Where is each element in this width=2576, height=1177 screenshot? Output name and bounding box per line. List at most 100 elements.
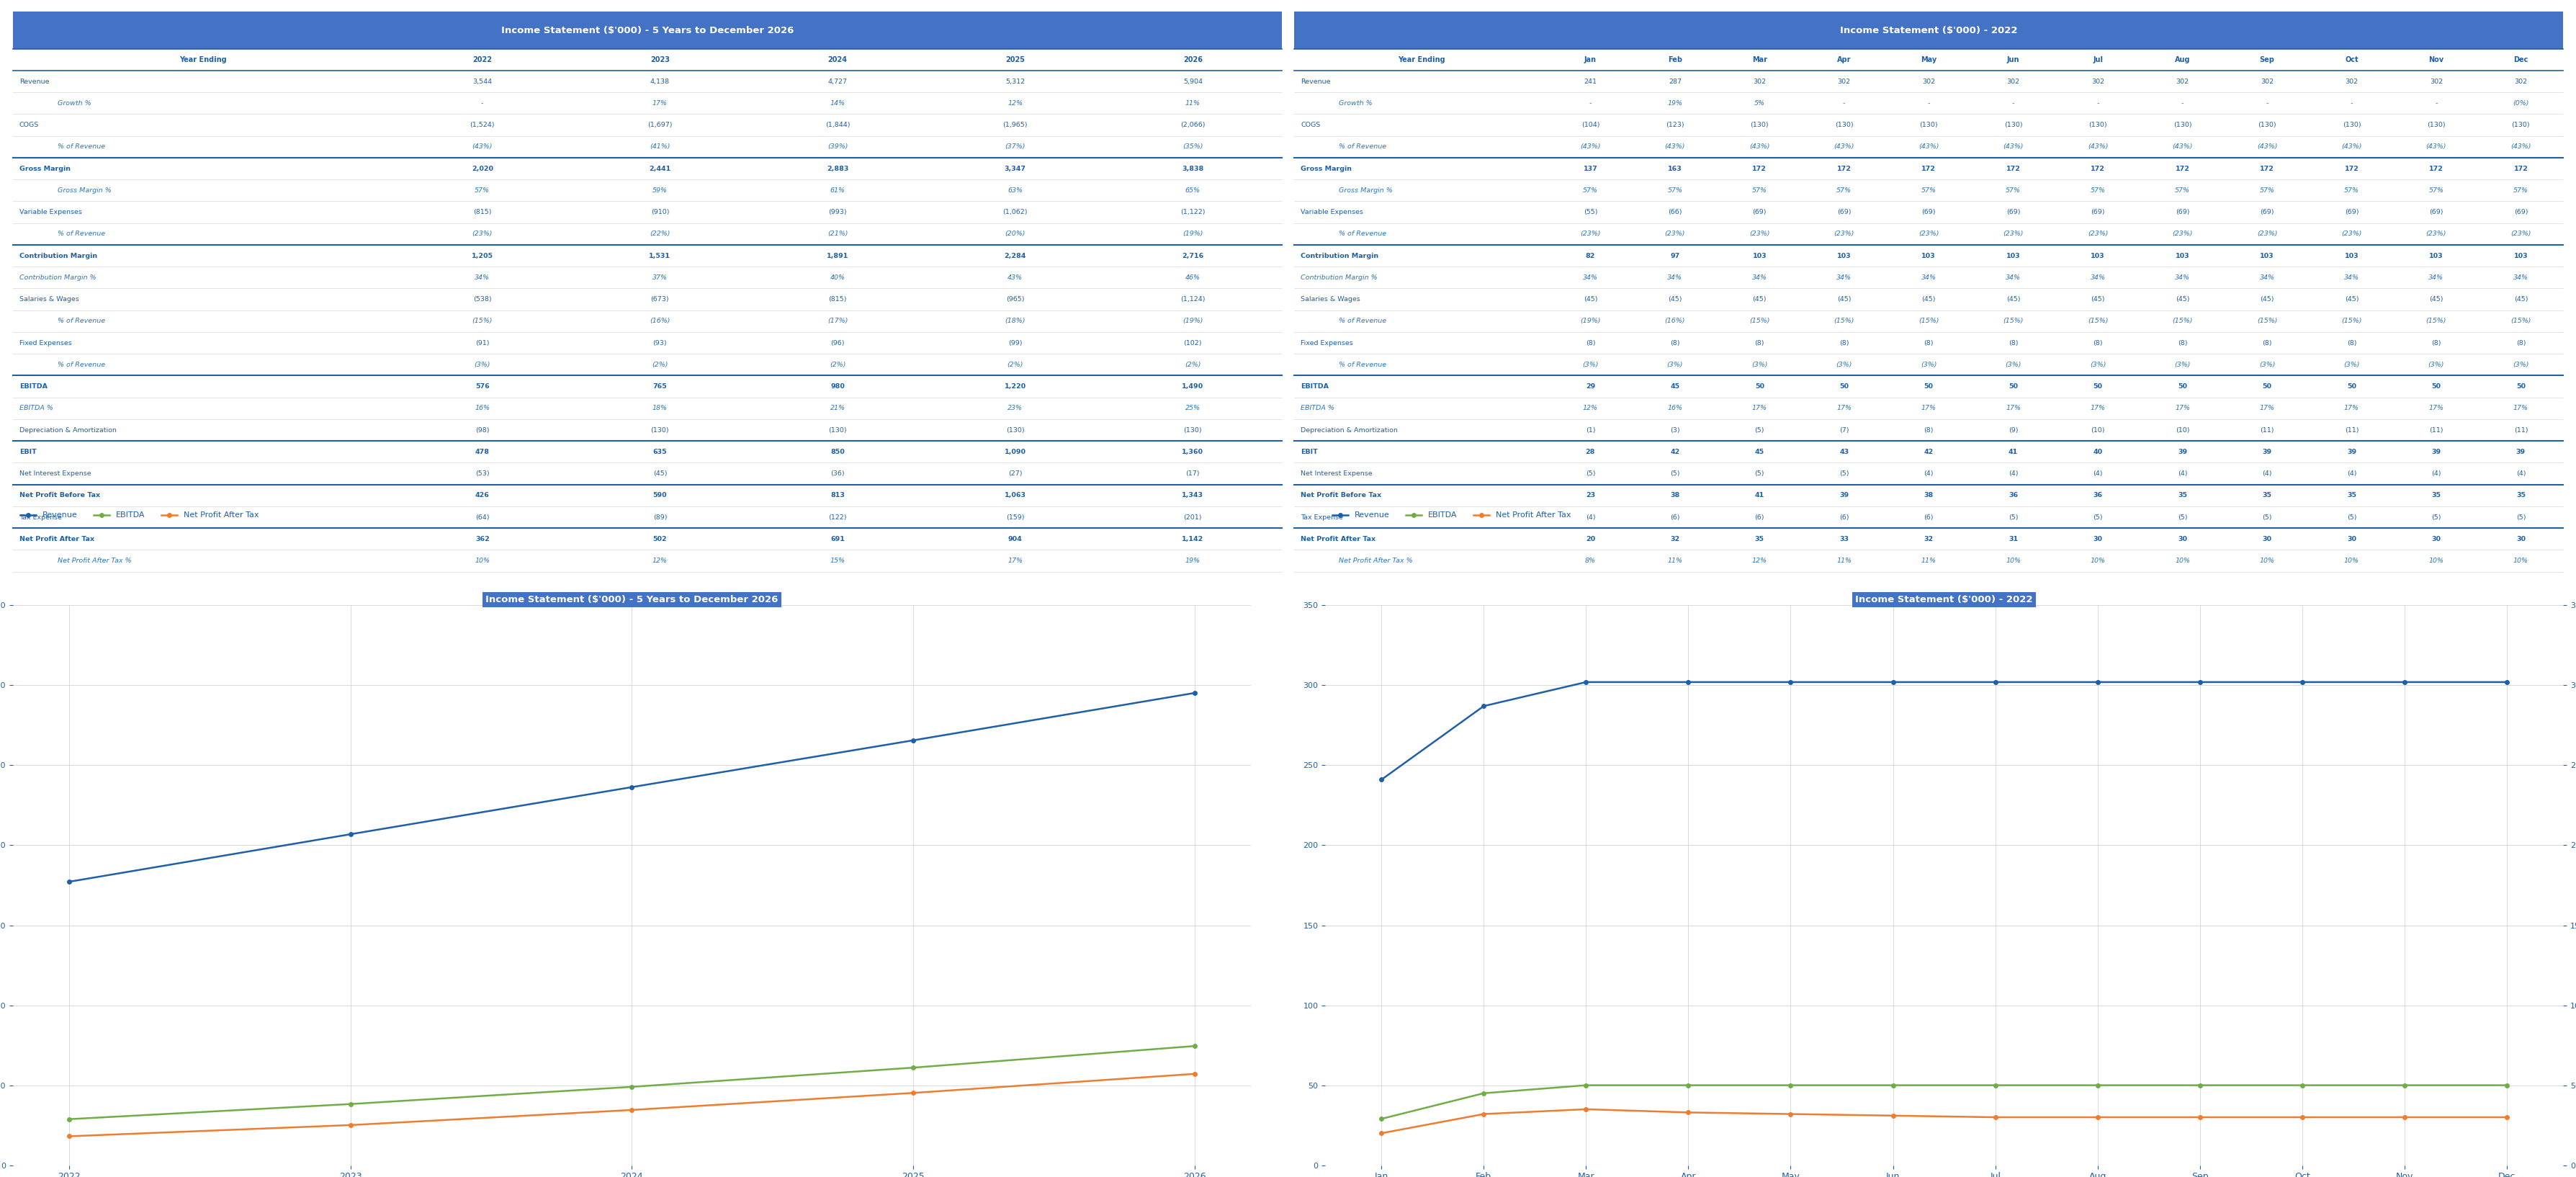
Text: (4): (4) bbox=[2094, 471, 2102, 477]
Text: 38: 38 bbox=[1669, 492, 1680, 499]
Text: (69): (69) bbox=[2259, 210, 2275, 215]
Text: (69): (69) bbox=[1837, 210, 1852, 215]
Text: 302: 302 bbox=[2514, 78, 2527, 85]
Text: 302: 302 bbox=[2429, 78, 2442, 85]
Text: (910): (910) bbox=[652, 210, 670, 215]
Text: (8): (8) bbox=[2177, 340, 2187, 346]
Text: 103: 103 bbox=[2429, 253, 2442, 259]
Text: 1,531: 1,531 bbox=[649, 253, 670, 259]
Text: 39: 39 bbox=[2347, 448, 2357, 455]
Text: 57%: 57% bbox=[2007, 187, 2022, 194]
Text: Income Statement ($'000) - 5 Years to December 2026: Income Statement ($'000) - 5 Years to De… bbox=[500, 26, 793, 35]
Text: Net Interest Expense: Net Interest Expense bbox=[1301, 471, 1373, 477]
Text: % of Revenue: % of Revenue bbox=[1340, 318, 1386, 325]
Text: Depreciation & Amortization: Depreciation & Amortization bbox=[18, 427, 116, 433]
Text: (2%): (2%) bbox=[829, 361, 845, 368]
Text: 302: 302 bbox=[2344, 78, 2357, 85]
Text: 1,490: 1,490 bbox=[1182, 384, 1203, 390]
Text: 35: 35 bbox=[2347, 492, 2357, 499]
Text: (1,062): (1,062) bbox=[1002, 210, 1028, 215]
Text: 2,883: 2,883 bbox=[827, 166, 848, 172]
Text: (22%): (22%) bbox=[649, 231, 670, 238]
Text: (23%): (23%) bbox=[1834, 231, 1855, 238]
Text: 10%: 10% bbox=[2007, 558, 2022, 564]
Text: (11): (11) bbox=[2514, 427, 2527, 433]
Text: 23: 23 bbox=[1587, 492, 1595, 499]
Text: 39: 39 bbox=[2177, 448, 2187, 455]
Text: (5): (5) bbox=[2009, 514, 2017, 520]
Text: (5): (5) bbox=[2177, 514, 2187, 520]
Net Profit After Tax bbox=[1571, 1102, 1602, 1116]
Text: 34%: 34% bbox=[2259, 274, 2275, 281]
Text: 12%: 12% bbox=[1582, 405, 1597, 412]
Text: (43%): (43%) bbox=[2087, 144, 2107, 151]
Text: (5): (5) bbox=[2432, 514, 2442, 520]
Text: (19%): (19%) bbox=[1182, 318, 1203, 325]
Text: (130): (130) bbox=[2512, 122, 2530, 128]
Text: 163: 163 bbox=[1667, 166, 1682, 172]
Text: Gross Margin: Gross Margin bbox=[1301, 166, 1352, 172]
Text: Variable Expenses: Variable Expenses bbox=[1301, 210, 1363, 215]
Text: 34%: 34% bbox=[474, 274, 489, 281]
Revenue bbox=[1180, 686, 1211, 700]
Text: 2023: 2023 bbox=[649, 56, 670, 64]
Text: (5): (5) bbox=[2517, 514, 2524, 520]
Text: (8): (8) bbox=[1587, 340, 1595, 346]
Text: (91): (91) bbox=[477, 340, 489, 346]
Text: (130): (130) bbox=[2174, 122, 2192, 128]
Text: Contribution Margin: Contribution Margin bbox=[1301, 253, 1378, 259]
Text: Year Ending: Year Ending bbox=[1399, 56, 1445, 64]
Text: 34%: 34% bbox=[1667, 274, 1682, 281]
Text: (20%): (20%) bbox=[1005, 231, 1025, 238]
Text: (130): (130) bbox=[2004, 122, 2022, 128]
Text: 35: 35 bbox=[1754, 536, 1765, 543]
Text: 57%: 57% bbox=[2344, 187, 2360, 194]
Text: Jun: Jun bbox=[2007, 56, 2020, 64]
Text: 57%: 57% bbox=[1582, 187, 1597, 194]
Text: (15%): (15%) bbox=[2512, 318, 2532, 325]
EBITDA bbox=[1878, 1078, 1909, 1092]
Text: 50: 50 bbox=[2517, 384, 2524, 390]
Text: (4): (4) bbox=[2347, 471, 2357, 477]
Text: (23%): (23%) bbox=[2512, 231, 2532, 238]
Text: (1): (1) bbox=[1587, 427, 1595, 433]
Text: (4): (4) bbox=[2177, 471, 2187, 477]
Text: (4): (4) bbox=[2009, 471, 2017, 477]
Text: (7): (7) bbox=[1839, 427, 1850, 433]
Text: 3,838: 3,838 bbox=[1182, 166, 1203, 172]
Text: (8): (8) bbox=[2094, 340, 2102, 346]
Line: Net Profit After Tax: Net Profit After Tax bbox=[67, 1072, 1198, 1138]
Text: 1,205: 1,205 bbox=[471, 253, 492, 259]
Text: (993): (993) bbox=[829, 210, 848, 215]
Text: 34%: 34% bbox=[2344, 274, 2360, 281]
Text: 50: 50 bbox=[2347, 384, 2357, 390]
Text: COGS: COGS bbox=[1301, 122, 1321, 128]
Text: (130): (130) bbox=[2257, 122, 2277, 128]
Text: (23%): (23%) bbox=[1579, 231, 1600, 238]
Text: (3%): (3%) bbox=[2004, 361, 2022, 368]
EBITDA bbox=[2388, 1078, 2419, 1092]
Text: (8): (8) bbox=[2347, 340, 2357, 346]
Text: (130): (130) bbox=[652, 427, 670, 433]
Text: (21%): (21%) bbox=[827, 231, 848, 238]
Text: (45): (45) bbox=[1837, 297, 1852, 302]
Text: (8): (8) bbox=[2009, 340, 2017, 346]
Text: Salaries & Wages: Salaries & Wages bbox=[18, 297, 80, 302]
Title: Income Statement ($'000) - 2022: Income Statement ($'000) - 2022 bbox=[1855, 596, 2032, 605]
Legend: Revenue, EBITDA, Net Profit After Tax: Revenue, EBITDA, Net Profit After Tax bbox=[1329, 508, 1574, 523]
Text: (17%): (17%) bbox=[827, 318, 848, 325]
Text: 17%: 17% bbox=[1752, 405, 1767, 412]
Text: 37%: 37% bbox=[652, 274, 667, 281]
Net Profit After Tax bbox=[2184, 1110, 2215, 1124]
Text: Growth %: Growth % bbox=[57, 100, 90, 106]
Text: 18%: 18% bbox=[652, 405, 667, 412]
EBITDA bbox=[1981, 1078, 2012, 1092]
Net Profit After Tax bbox=[2388, 1110, 2419, 1124]
Text: 57%: 57% bbox=[2174, 187, 2190, 194]
Text: 172: 172 bbox=[1922, 166, 1937, 172]
Text: 39: 39 bbox=[2262, 448, 2272, 455]
Text: (8): (8) bbox=[2432, 340, 2442, 346]
Text: 97: 97 bbox=[1669, 253, 1680, 259]
Net Profit After Tax bbox=[2287, 1110, 2318, 1124]
Text: (69): (69) bbox=[2514, 210, 2527, 215]
